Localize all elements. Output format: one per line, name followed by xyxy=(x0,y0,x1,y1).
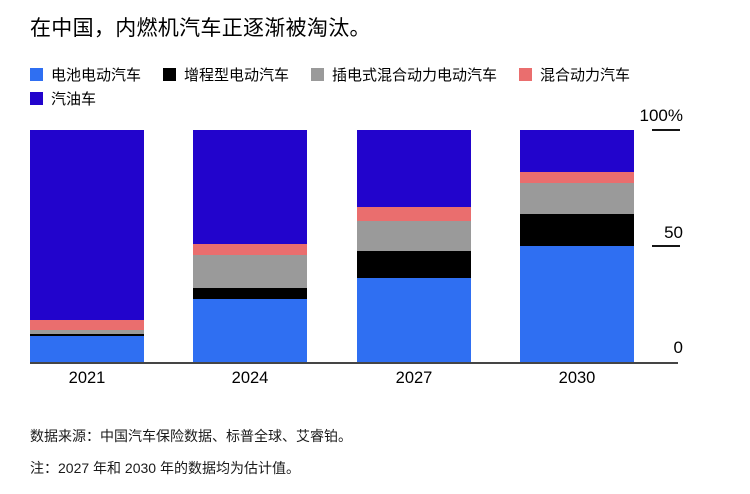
erev-swatch-icon xyxy=(163,67,177,81)
chart-legend: 电池电动汽车 增程型电动汽车 插电式混合动力电动汽车 混合动力汽车 汽油车 xyxy=(30,62,630,110)
x-axis-label-2027: 2027 xyxy=(395,369,433,387)
bar-segment xyxy=(193,299,307,362)
legend-label-phev: 插电式混合动力电动汽车 xyxy=(332,66,498,84)
x-axis-label-2021: 2021 xyxy=(68,369,106,387)
bar-segment xyxy=(193,255,307,288)
bar-segment xyxy=(193,130,307,244)
bar-segment xyxy=(357,130,471,207)
bar-segment xyxy=(30,336,144,362)
footnote-text: 注：2027 年和 2030 年的数据均为估计值。 xyxy=(30,460,300,476)
bar-2021 xyxy=(30,130,144,362)
legend-item-gasoline: 汽油车 xyxy=(30,88,96,109)
x-axis-label-2024: 2024 xyxy=(231,369,269,387)
bar-segment xyxy=(30,130,144,321)
x-axis-line xyxy=(30,362,678,364)
bar-segment xyxy=(357,220,471,251)
data-source-text: 数据来源：中国汽车保险数据、标普全球、艾睿铂。 xyxy=(30,428,352,444)
legend-item-hev: 混合动力汽车 xyxy=(519,64,630,85)
bar-segment xyxy=(357,206,471,221)
y-axis-label-0: 0 xyxy=(673,338,683,357)
legend-label-erev: 增程型电动汽车 xyxy=(184,66,290,84)
y-axis-label-100: 100% xyxy=(639,106,683,125)
legend-label-bev: 电池电动汽车 xyxy=(51,66,142,84)
bar-segment xyxy=(357,250,471,279)
bev-swatch-icon xyxy=(30,67,43,81)
x-axis-label-2030: 2030 xyxy=(558,369,596,387)
legend-row-2: 汽油车 xyxy=(30,86,630,110)
bar-2027 xyxy=(357,130,471,362)
phev-swatch-icon xyxy=(311,67,325,81)
bar-segment xyxy=(520,246,634,362)
y-tick-100 xyxy=(652,129,680,131)
bar-2030 xyxy=(520,130,634,362)
legend-label-gasoline: 汽油车 xyxy=(51,90,97,108)
bar-segment xyxy=(520,183,634,214)
legend-item-phev: 插电式混合动力电动汽车 xyxy=(311,64,497,85)
bar-2024 xyxy=(193,130,307,362)
y-tick-50 xyxy=(652,245,680,247)
bar-segment xyxy=(30,320,144,330)
bar-segment xyxy=(520,213,634,246)
bar-segment xyxy=(520,130,634,172)
bar-segment xyxy=(30,334,144,337)
y-axis-label-50: 50 xyxy=(664,223,683,242)
legend-item-erev: 增程型电动汽车 xyxy=(163,64,289,85)
bar-segment xyxy=(357,278,471,362)
legend-item-bev: 电池电动汽车 xyxy=(30,64,141,85)
legend-label-hev: 混合动力汽车 xyxy=(540,66,631,84)
bar-segment xyxy=(193,243,307,256)
gasoline-swatch-icon xyxy=(30,91,43,105)
chart-title: 在中国，内燃机汽车正逐渐被淘汰。 xyxy=(30,17,371,40)
bar-segment xyxy=(193,287,307,300)
bar-segment xyxy=(520,171,634,184)
bar-segment xyxy=(30,329,144,335)
hev-swatch-icon xyxy=(519,67,533,81)
plot-area xyxy=(30,130,678,362)
legend-row-1: 电池电动汽车 增程型电动汽车 插电式混合动力电动汽车 混合动力汽车 xyxy=(30,62,630,86)
